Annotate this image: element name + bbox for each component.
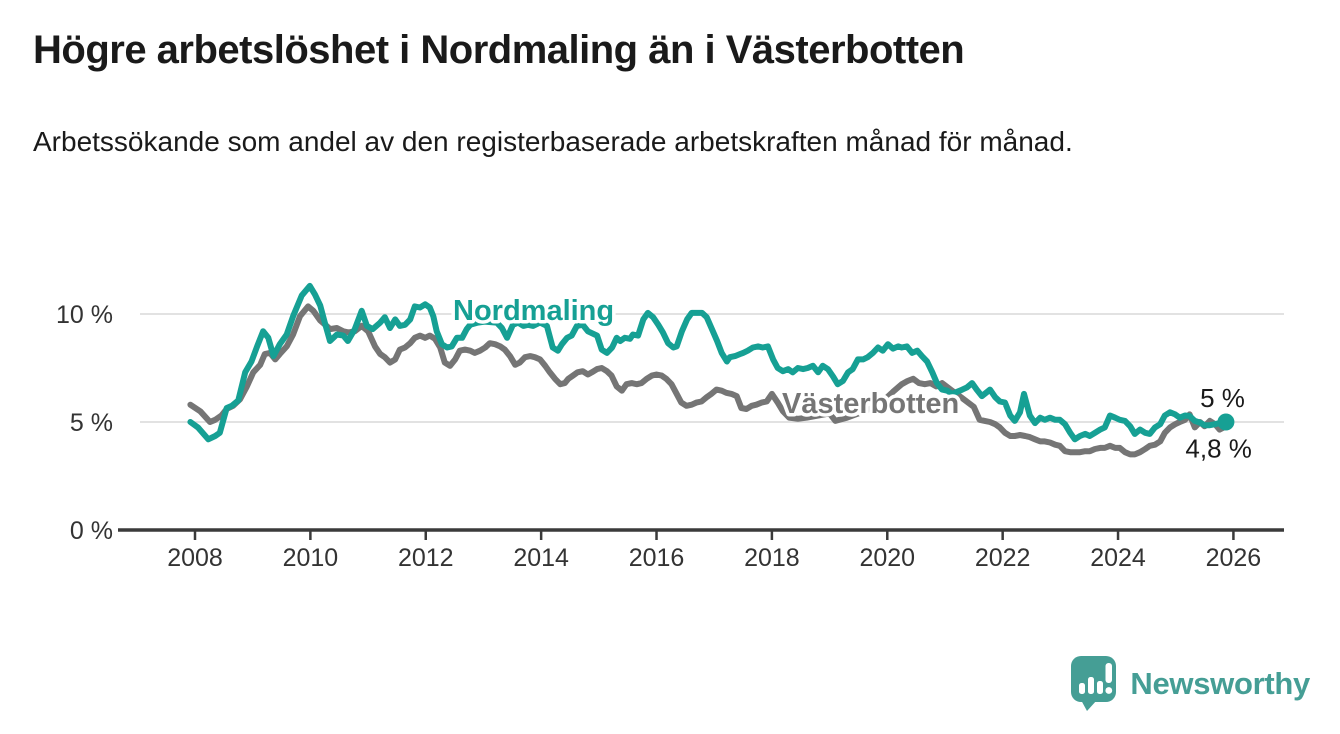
y-axis-tick-label: 0 % (70, 517, 113, 545)
newsworthy-brand: Newsworthy (1070, 655, 1310, 712)
x-axis-tick-label: 2016 (629, 544, 685, 572)
end-value-label-nordmaling: 5 % (1200, 383, 1245, 413)
x-axis-tick-label: 2024 (1090, 544, 1146, 572)
x-axis-tick-label: 2008 (167, 544, 223, 572)
x-axis-tick-label: 2026 (1206, 544, 1262, 572)
bar-chart-speech-bubble-icon (1071, 656, 1117, 711)
chart-subtitle: Arbetssökande som andel av den registerb… (33, 126, 1073, 157)
page-title: Högre arbetslöshet i Nordmaling än i Väs… (33, 28, 965, 72)
series-label-västerbotten: Västerbotten (782, 388, 959, 420)
x-axis-tick-label: 2020 (859, 544, 915, 572)
x-axis-tick-label: 2018 (744, 544, 800, 572)
y-axis-tick-label: 10 % (56, 301, 113, 329)
x-axis-tick-label: 2010 (283, 544, 339, 572)
series-line-nordmaling (187, 282, 1229, 443)
series-line-västerbotten (187, 303, 1229, 458)
unemployment-line-chart: 0 % 5 % 10 % 2008 2010 2012 2014 2016 2018 2020 20… (56, 282, 1284, 572)
brand-name: Newsworthy (1130, 665, 1310, 701)
end-value-label-västerbotten: 4,8 % (1185, 433, 1252, 463)
y-axis-tick-label: 5 % (70, 409, 113, 437)
x-axis-tick-label: 2012 (398, 544, 454, 572)
x-axis-tick-label: 2014 (513, 544, 569, 572)
series-end-dot (1217, 413, 1235, 431)
series-label-nordmaling: Nordmaling (453, 295, 614, 327)
x-axis-tick-label: 2022 (975, 544, 1031, 572)
